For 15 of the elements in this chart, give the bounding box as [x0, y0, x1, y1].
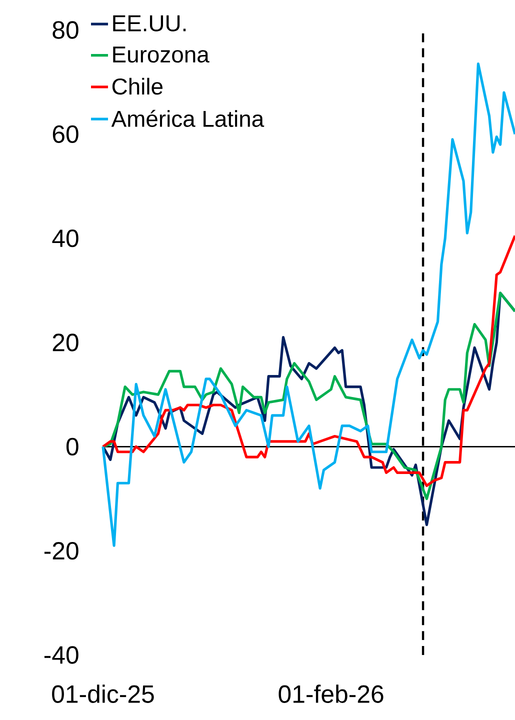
line-series: [102, 234, 515, 488]
legend-label: América Latina: [111, 110, 264, 127]
legend-label: EE.UU.: [113, 15, 186, 32]
y-tick-label: 60: [52, 125, 78, 143]
y-tick-label: 20: [52, 334, 78, 352]
y-tick-label: 80: [52, 21, 78, 39]
y-tick-label: 0: [66, 438, 78, 456]
line-series: [102, 62, 515, 547]
y-tick-label: -40: [44, 646, 78, 664]
x-tick-label: 01-feb-26: [278, 684, 384, 703]
x-tick-label: 01-dic-25: [52, 684, 154, 703]
y-tick-label: 40: [52, 230, 78, 248]
y-tick-label: -20: [44, 542, 78, 560]
legend-label: Eurozona: [113, 46, 210, 63]
legend-label: Chile: [112, 78, 162, 95]
